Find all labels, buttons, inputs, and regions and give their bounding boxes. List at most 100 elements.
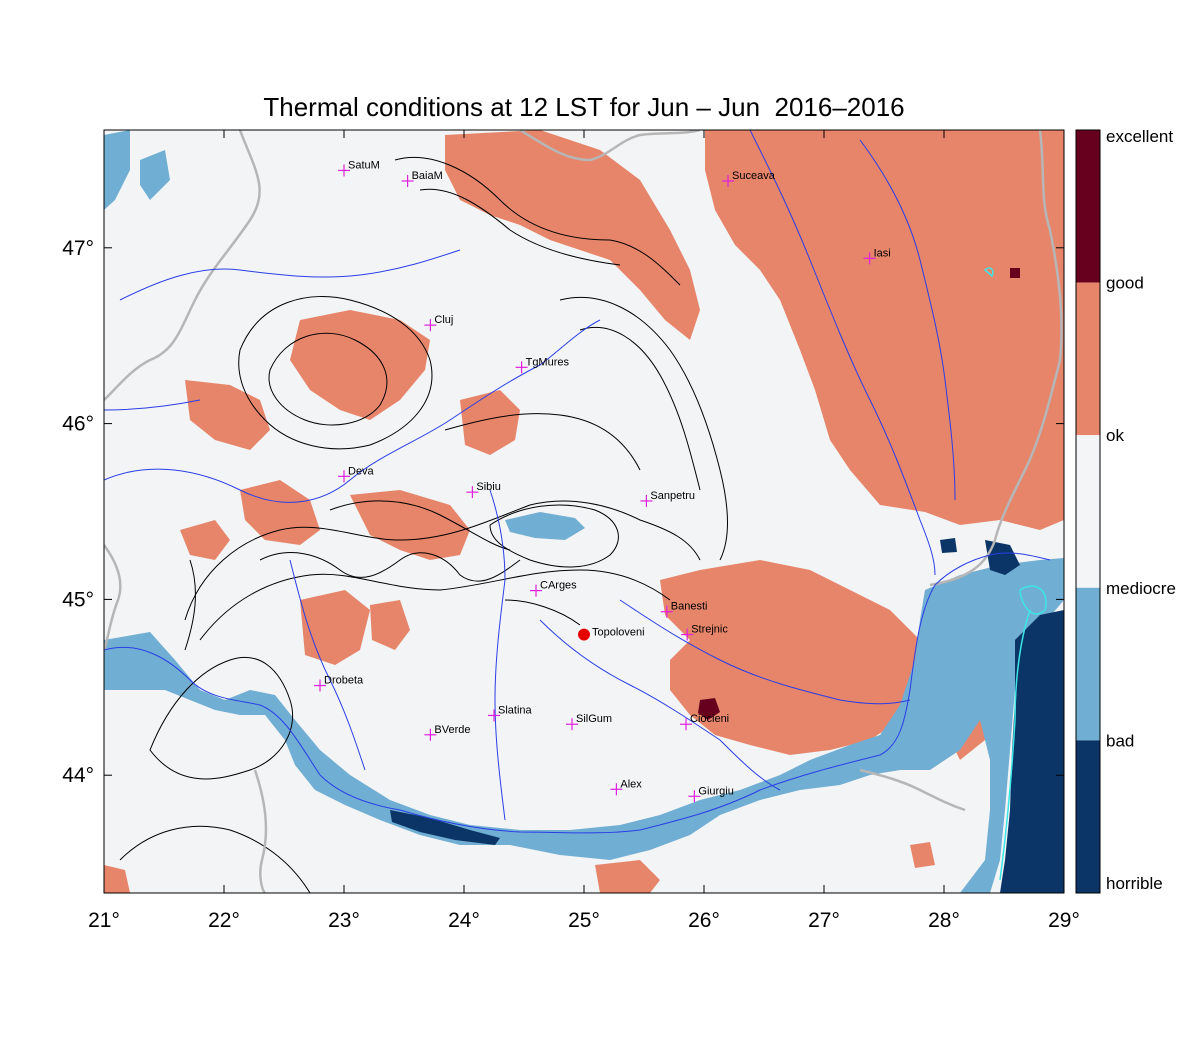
lon-tick-label: 23°	[328, 909, 360, 932]
colorbar-segment	[1076, 282, 1100, 436]
good-region-hunedoara	[240, 480, 320, 545]
city-marker: Cluj	[424, 314, 453, 332]
lake-razelm	[1019, 585, 1047, 615]
city-label: Sibiu	[476, 481, 500, 493]
good-region-east-island	[910, 842, 935, 868]
city-label: Alex	[620, 778, 642, 790]
river-arges	[539, 619, 781, 791]
station-dot	[578, 628, 590, 641]
station-marker: Topoloveni	[578, 627, 645, 641]
bad-east-spot	[940, 538, 957, 553]
city-label: Suceava	[732, 170, 776, 182]
border-serbia	[104, 544, 122, 651]
city-label: Deva	[348, 465, 375, 477]
city-label: Strejnic	[691, 624, 728, 636]
river-jiu	[289, 559, 366, 771]
city-label: TgMures	[526, 356, 570, 368]
lon-tick-label: 28°	[928, 909, 960, 932]
contour-transylvania-inner	[444, 413, 641, 471]
good-region-southwest	[300, 590, 370, 665]
city-label: Sanpetru	[650, 490, 695, 502]
city-label: Giurgiu	[698, 785, 733, 797]
city-label: CArges	[540, 580, 577, 592]
lat-tick-label: 45°	[62, 588, 94, 611]
city-marker: SilGum	[566, 713, 612, 731]
colorbar-segment	[1076, 130, 1100, 283]
city-label: SilGum	[576, 713, 612, 725]
city-markers: SatuM BaiaM Suceava Iasi Cluj TgMures Deva Sibi…	[314, 159, 891, 803]
station-label: Topoloveni	[592, 627, 645, 639]
good-region-maramures	[445, 130, 700, 340]
city-marker: SatuM	[338, 159, 380, 177]
city-label: Cluj	[434, 314, 453, 326]
mediocre-carpathian-lake	[505, 512, 585, 540]
colorbar-label: good	[1106, 274, 1144, 293]
city-label: SatuM	[348, 159, 380, 171]
border-bulgaria-south	[859, 768, 966, 812]
colorbar-label: excellent	[1106, 127, 1173, 146]
city-marker: Sanpetru	[640, 490, 695, 507]
mediocre-west-edge	[104, 130, 130, 210]
good-regions	[104, 130, 1064, 893]
map-title: Thermal conditions at 12 LST for Jun – J…	[263, 92, 905, 122]
bad-danube-strip	[390, 810, 500, 845]
colorbar-segment	[1076, 587, 1100, 741]
good-region-harghita	[460, 390, 520, 455]
river-danube	[104, 552, 1051, 834]
lakes-coastline	[983, 267, 1047, 881]
good-region-northeast	[705, 130, 1064, 530]
bad-danube-delta	[985, 540, 1020, 575]
good-region-apuseni-2	[180, 520, 230, 560]
contour-fagaras	[489, 504, 619, 568]
city-marker: Banesti	[660, 601, 708, 618]
mediocre-west-edge-2	[140, 150, 170, 200]
river-mures	[104, 319, 601, 503]
border-ukraine-north	[519, 130, 701, 162]
country-borders	[104, 130, 1063, 893]
city-marker: CArges	[530, 580, 577, 597]
river-prut	[859, 139, 956, 501]
lat-tick-label: 46°	[62, 413, 94, 436]
city-marker: Alex	[610, 778, 642, 796]
good-region-southwest-2	[370, 600, 410, 650]
city-marker: Suceava	[722, 170, 776, 187]
contour-arges	[504, 599, 581, 626]
contour-apuseni-2	[268, 332, 388, 426]
colorbar: excellent good ok mediocre bad horrible	[1075, 127, 1176, 894]
mediocre-regions	[104, 130, 1064, 893]
city-marker: Ciocieni	[680, 713, 729, 731]
lon-tick-label: 27°	[808, 909, 840, 932]
lon-tick-label: 29°	[1048, 909, 1080, 932]
river-olt	[489, 489, 506, 821]
city-marker: TgMures	[515, 356, 570, 374]
city-marker: Iasi	[863, 247, 891, 265]
good-region-sw-corner	[104, 865, 130, 893]
contour-apuseni-1	[238, 296, 433, 450]
lon-tick-label: 26°	[688, 909, 720, 932]
lon-tick-label: 25°	[568, 909, 600, 932]
contour-maramures-2	[419, 188, 621, 266]
city-label: Banesti	[671, 601, 708, 613]
city-marker: Deva	[338, 465, 375, 483]
city-label: Iasi	[874, 247, 891, 259]
contour-carpathians-2	[199, 569, 671, 641]
river-ialomita	[619, 599, 911, 705]
map-layers	[104, 130, 1064, 893]
city-marker: Slatina	[488, 704, 533, 722]
excellent-spot-ciocieni	[698, 698, 720, 720]
colorbar-segment	[1076, 435, 1100, 588]
good-region-southeast	[660, 560, 920, 755]
good-region-apuseni	[185, 380, 270, 450]
excellent-regions	[698, 268, 1020, 720]
colorbar-frame	[1075, 129, 1101, 894]
river-somes	[119, 249, 461, 301]
city-label: Drobeta	[324, 675, 364, 687]
colorbar-label: mediocre	[1106, 579, 1176, 598]
border-hungary	[104, 130, 261, 401]
colorbar-label: bad	[1106, 731, 1134, 750]
excellent-spot-northeast	[1010, 268, 1020, 278]
city-marker: Giurgiu	[688, 785, 734, 803]
city-marker: BaiaM	[401, 170, 443, 187]
contour-eastern-carpathians-2	[579, 326, 701, 491]
